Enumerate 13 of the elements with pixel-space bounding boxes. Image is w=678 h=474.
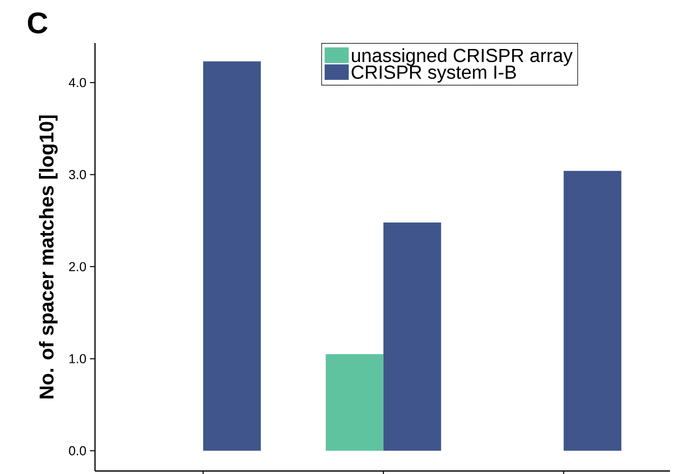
y-tick-label: 4.0	[68, 78, 86, 88]
y-tick-label: 0.0	[68, 446, 86, 456]
legend-label: unassigned CRISPR array	[352, 48, 573, 66]
bar	[564, 170, 622, 451]
y-tick-label: 3.0	[68, 170, 86, 180]
y-axis-title: No. of spacer matches [log10]	[38, 116, 58, 398]
bar	[383, 222, 442, 451]
chart-title: C	[28, 12, 48, 34]
y-tick-label: 1.0	[69, 354, 86, 364]
legend-label: CRISPR system I-B	[352, 65, 516, 83]
y-tick-label: 2.0	[69, 262, 86, 272]
bar	[203, 61, 261, 451]
bar	[326, 354, 384, 451]
